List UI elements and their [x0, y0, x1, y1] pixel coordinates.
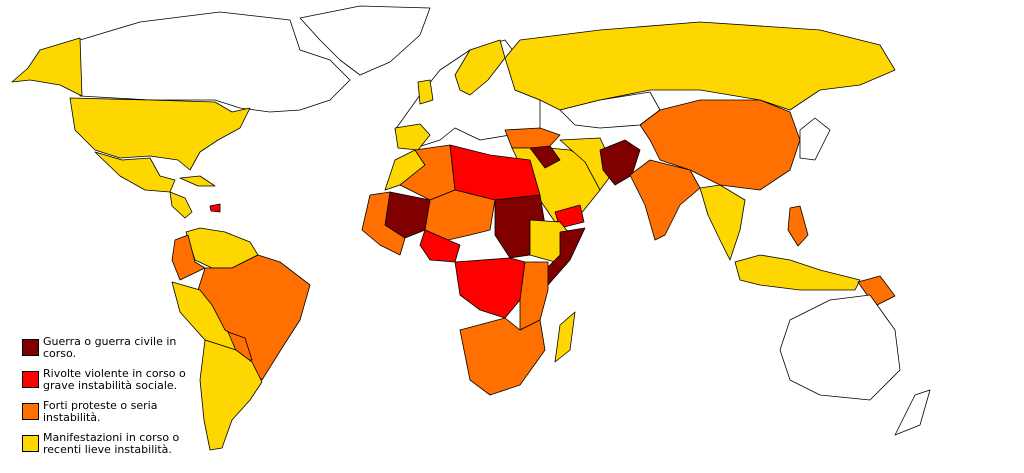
greenland: [299, 5, 431, 76]
scandinavia: [454, 39, 506, 96]
legend-swatch: [22, 371, 39, 388]
legend-swatch: [22, 339, 39, 356]
australia: [779, 294, 901, 401]
argentina-chile: [199, 339, 263, 451]
alaska: [11, 37, 83, 97]
new-zealand: [894, 389, 931, 436]
se-asia: [699, 184, 746, 261]
iberia: [394, 123, 431, 151]
russia: [504, 21, 896, 111]
legend-item: Forti proteste o seria instabilità.: [18, 398, 196, 430]
central-africa: [454, 257, 526, 319]
legend: Guerra o guerra civile in corso. Rivolte …: [18, 334, 196, 462]
japan-korea: [799, 117, 831, 161]
syria: [529, 145, 561, 169]
canada: [74, 11, 351, 113]
legend-item: Guerra o guerra civile in corso.: [18, 334, 196, 366]
southern-africa: [459, 317, 546, 396]
legend-label: Guerra o guerra civile in corso.: [43, 335, 177, 360]
usa: [69, 97, 251, 171]
india: [629, 159, 701, 241]
central-america: [169, 191, 193, 219]
madagascar: [554, 311, 576, 363]
philippines: [787, 205, 809, 247]
west-africa: [361, 191, 406, 256]
indonesia: [734, 254, 861, 291]
china: [639, 99, 801, 191]
east-africa: [519, 261, 549, 331]
sahel: [424, 189, 496, 241]
turkey: [504, 127, 561, 149]
haiti: [209, 203, 221, 213]
legend-item: Manifestazioni in corso o recenti lieve …: [18, 430, 196, 462]
uk: [417, 79, 434, 105]
legend-item: Rivolte violente in corso o grave instab…: [18, 366, 196, 398]
legend-label: Rivolte violente in corso o grave instab…: [43, 367, 186, 392]
cuba: [179, 175, 216, 187]
legend-swatch: [22, 435, 39, 452]
legend-label: Forti proteste o seria instabilità.: [43, 399, 158, 424]
mexico: [94, 151, 176, 193]
legend-swatch: [22, 403, 39, 420]
legend-label: Manifestazioni in corso o recenti lieve …: [43, 431, 180, 456]
